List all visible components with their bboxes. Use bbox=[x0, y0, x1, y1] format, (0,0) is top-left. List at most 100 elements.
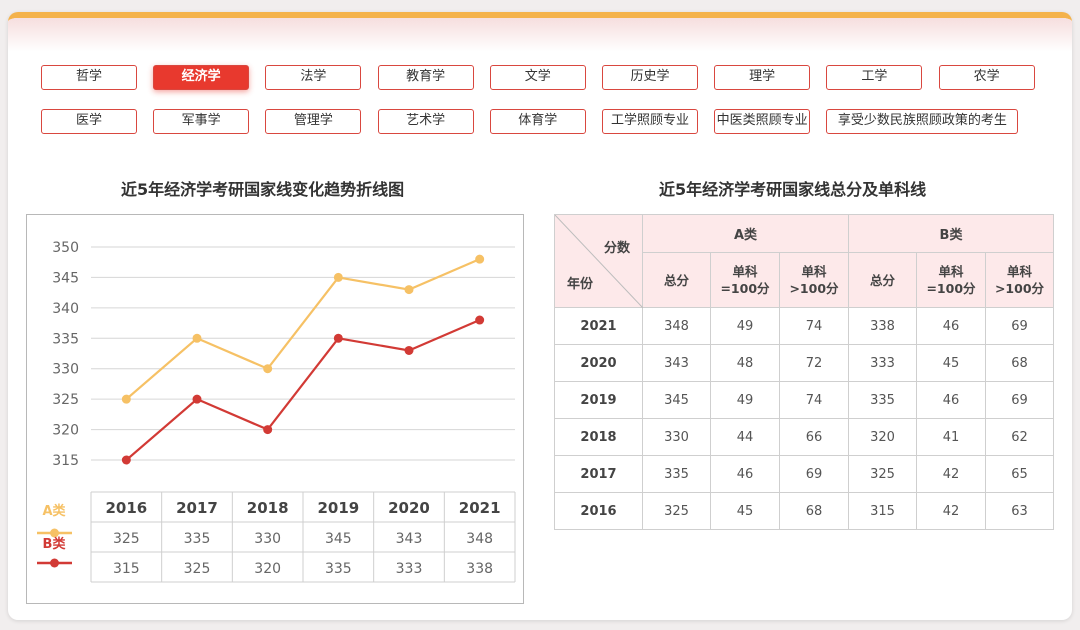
main-card: 哲学 经济学 法学 教育学 文学 历史学 理学 工学 农学医学 军事学 管理学 艺术学 体育学 工学照顾专… bbox=[8, 12, 1072, 620]
score-cell: 46 bbox=[916, 381, 986, 419]
subheader-2: 单科 >100分 bbox=[779, 252, 849, 308]
score-cell: 45 bbox=[710, 492, 780, 530]
x-tick-label: 2019 bbox=[317, 499, 359, 517]
score-cell: 66 bbox=[779, 418, 849, 456]
score-cell: 345 bbox=[642, 381, 711, 419]
data-label: 315 bbox=[113, 561, 140, 577]
group-a-header: A类 bbox=[642, 214, 849, 253]
data-point bbox=[121, 394, 131, 404]
score-cell: 41 bbox=[916, 418, 986, 456]
score-cell: 42 bbox=[916, 492, 986, 530]
data-label: 335 bbox=[184, 531, 211, 547]
x-tick-label: 2017 bbox=[176, 499, 218, 517]
score-cell: 74 bbox=[779, 307, 849, 345]
score-cell: 335 bbox=[848, 381, 917, 419]
data-label: 343 bbox=[396, 531, 423, 547]
data-label: 335 bbox=[325, 561, 352, 577]
score-cell: 330 bbox=[642, 418, 711, 456]
score-cell: 315 bbox=[848, 492, 917, 530]
score-cell: 72 bbox=[779, 344, 849, 382]
card-header-glow bbox=[8, 18, 1072, 52]
data-label: 345 bbox=[325, 531, 352, 547]
y-tick-label: 330 bbox=[52, 362, 79, 378]
data-label: 325 bbox=[113, 531, 140, 547]
score-cell: 42 bbox=[916, 455, 986, 493]
x-tick-label: 2016 bbox=[105, 499, 147, 517]
y-tick-label: 315 bbox=[52, 453, 79, 469]
tab-艺术学[interactable]: 艺术学 bbox=[377, 109, 474, 134]
x-tick-label: 2021 bbox=[459, 499, 501, 517]
tab-中医类照顾专业[interactable]: 中医类照顾专业 bbox=[714, 109, 811, 134]
y-tick-label: 350 bbox=[52, 240, 79, 256]
data-point bbox=[333, 333, 343, 343]
chart-title: 近5年经济学考研国家线变化趋势折线图 bbox=[121, 180, 405, 199]
year-cell: 2016 bbox=[554, 492, 643, 530]
data-point bbox=[192, 394, 202, 404]
table-row: 2021 348 49 74 338 46 69 bbox=[554, 307, 1054, 345]
score-cell: 74 bbox=[779, 381, 849, 419]
year-cell: 2019 bbox=[554, 381, 643, 419]
x-tick-label: 2018 bbox=[247, 499, 289, 517]
tab-医学[interactable]: 医学 bbox=[41, 109, 137, 134]
year-cell: 2018 bbox=[554, 418, 643, 456]
score-cell: 348 bbox=[642, 307, 711, 345]
table-row: 2017 335 46 69 325 42 65 bbox=[554, 455, 1054, 493]
tab-享受少数民族照顾政策的考生[interactable]: 享受少数民族照顾政策的考生 bbox=[826, 109, 1019, 134]
series-line-B类 bbox=[125, 319, 481, 461]
tab-工学照顾专业[interactable]: 工学照顾专业 bbox=[602, 109, 698, 134]
table-row: 2019 345 49 74 335 46 69 bbox=[554, 381, 1054, 419]
tab-理学[interactable]: 理学 bbox=[714, 65, 811, 90]
score-cell: 46 bbox=[916, 307, 986, 345]
table-row: 2020 343 48 72 333 45 68 bbox=[554, 344, 1054, 382]
score-cell: 46 bbox=[710, 455, 780, 493]
legend-label: B类 bbox=[43, 536, 67, 552]
score-cell: 343 bbox=[642, 344, 711, 382]
score-cell: 69 bbox=[985, 381, 1054, 419]
subheader-4: 单科 =100分 bbox=[916, 252, 986, 308]
series-line-A类 bbox=[125, 258, 481, 400]
year-cell: 2021 bbox=[554, 307, 643, 345]
score-cell: 69 bbox=[985, 307, 1054, 345]
score-cell: 69 bbox=[779, 455, 849, 493]
group-b-header: B类 bbox=[848, 214, 1054, 253]
subheader-0: 总分 bbox=[642, 252, 711, 308]
subheader-1: 单科 =100分 bbox=[710, 252, 780, 308]
tab-管理学[interactable]: 管理学 bbox=[265, 109, 362, 134]
tab-军事学[interactable]: 军事学 bbox=[153, 109, 250, 134]
table-row: 2016 325 45 68 315 42 63 bbox=[554, 492, 1054, 530]
data-label: 348 bbox=[466, 531, 493, 547]
line-chart: 350 345 340 335 330 325 320 315 2016 2017 2018 2019… bbox=[37, 240, 516, 583]
score-cell: 49 bbox=[710, 307, 780, 345]
score-cell: 338 bbox=[848, 307, 917, 345]
y-tick-label: 340 bbox=[52, 301, 79, 317]
data-label: 330 bbox=[254, 531, 281, 547]
corner-header: 分数 年份 bbox=[554, 214, 643, 308]
data-point bbox=[263, 364, 273, 374]
tab-历史学[interactable]: 历史学 bbox=[602, 65, 698, 90]
tab-经济学[interactable]: 经济学 bbox=[153, 65, 250, 90]
data-point bbox=[121, 455, 131, 465]
score-cell: 333 bbox=[848, 344, 917, 382]
score-cell: 320 bbox=[848, 418, 917, 456]
data-label: 320 bbox=[254, 561, 281, 577]
tab-农学[interactable]: 农学 bbox=[938, 65, 1035, 90]
tab-工学[interactable]: 工学 bbox=[826, 65, 923, 90]
tab-法学[interactable]: 法学 bbox=[265, 65, 362, 90]
data-label: 325 bbox=[184, 561, 211, 577]
tab-文学[interactable]: 文学 bbox=[489, 65, 586, 90]
data-point bbox=[192, 333, 202, 343]
data-point bbox=[263, 425, 273, 435]
score-cell: 65 bbox=[985, 455, 1054, 493]
data-point bbox=[333, 272, 343, 282]
score-cell: 335 bbox=[642, 455, 711, 493]
tab-教育学[interactable]: 教育学 bbox=[377, 65, 474, 90]
y-tick-label: 325 bbox=[52, 392, 79, 408]
year-cell: 2017 bbox=[554, 455, 643, 493]
tab-哲学[interactable]: 哲学 bbox=[41, 65, 137, 90]
corner-top-label: 分数 bbox=[603, 241, 630, 256]
tab-体育学[interactable]: 体育学 bbox=[489, 109, 586, 134]
score-cell: 325 bbox=[848, 455, 917, 493]
data-label: 333 bbox=[396, 561, 423, 577]
year-cell: 2020 bbox=[554, 344, 643, 382]
corner-bottom-label: 年份 bbox=[567, 277, 594, 292]
